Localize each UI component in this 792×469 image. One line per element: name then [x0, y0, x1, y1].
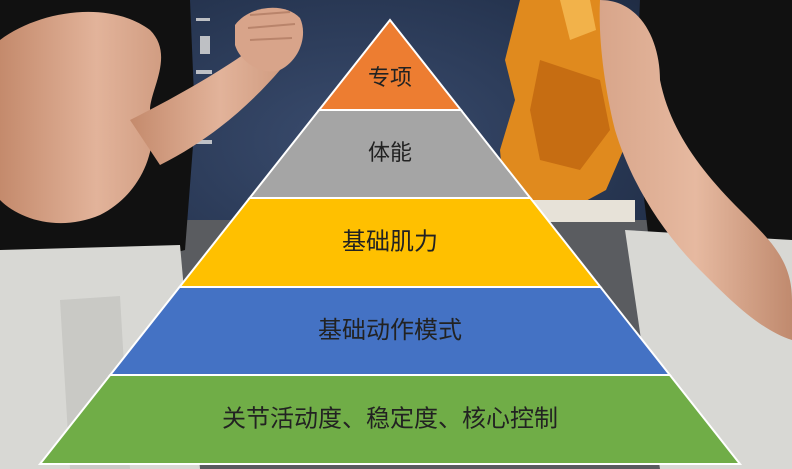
- pyramid-label-fitness: 体能: [368, 141, 412, 166]
- pyramid-label-basic-movement-patterns: 基础动作模式: [318, 316, 462, 344]
- pyramid-label-mobility-stability-core: 关节活动度、稳定度、核心控制: [222, 405, 558, 433]
- pyramid-label-specialty: 专项: [368, 66, 412, 91]
- background-mural: [500, 0, 635, 222]
- pyramid-label-basic-strength: 基础肌力: [342, 228, 438, 256]
- pyramid-level-mobility-stability-core: [37, 374, 743, 465]
